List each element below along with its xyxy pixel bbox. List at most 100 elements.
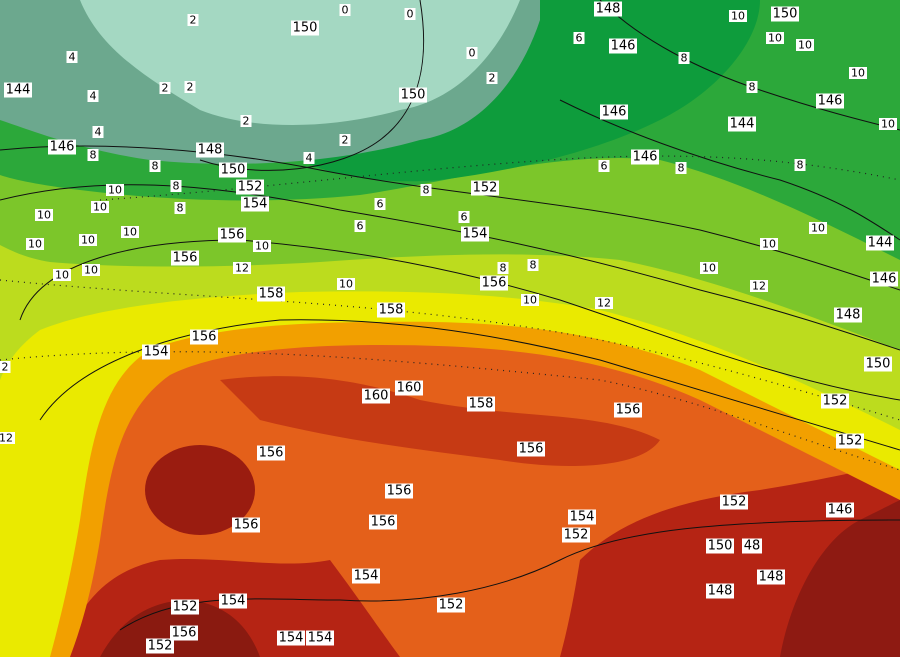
temperature-label-text: 8: [500, 262, 507, 275]
label-box: [149, 160, 161, 172]
contour-label: 156: [480, 275, 508, 291]
contour-label: 156: [517, 441, 545, 457]
label-box: [600, 104, 628, 120]
contour-label-text: 152: [439, 598, 464, 613]
label-box: [218, 227, 246, 243]
label-box: [595, 297, 613, 309]
temperature-label-text: 4: [69, 51, 76, 64]
contour-label: 154: [568, 509, 596, 525]
label-box: [4, 82, 32, 98]
label-box: [678, 52, 690, 64]
label-box: [240, 115, 252, 127]
temperature-label: 10: [26, 238, 44, 251]
temperature-label: 2: [339, 134, 351, 147]
contour-label-text: 154: [570, 510, 595, 525]
contour-label-text: 156: [616, 403, 641, 418]
temperature-label: 4: [303, 152, 315, 165]
contour-label: 154: [352, 568, 380, 584]
label-box: [480, 275, 508, 291]
contour-label: 150: [771, 6, 799, 22]
contour-label-text: 152: [238, 180, 263, 195]
temperature-label-text: 10: [255, 240, 269, 253]
contour-label: 152: [146, 638, 174, 654]
contour-label-text: 146: [828, 503, 853, 518]
contour-label: 156: [190, 329, 218, 345]
fill-band: [780, 500, 900, 657]
contour-label: 150: [291, 20, 319, 36]
temperature-label: 8: [174, 202, 186, 215]
temperature-label-text: 10: [28, 238, 42, 251]
contour-label-text: 156: [220, 228, 245, 243]
fill-band: [145, 445, 255, 535]
contour-label-text: 156: [172, 626, 197, 641]
temperature-label-text: 10: [81, 234, 95, 247]
label-box: [187, 14, 199, 26]
temperature-label: 2: [240, 115, 252, 128]
label-box: [48, 139, 76, 155]
contour-label: 148: [834, 307, 862, 323]
label-box: [729, 10, 747, 22]
contour-label: 152: [821, 393, 849, 409]
temperature-label-text: 10: [37, 209, 51, 222]
label-box: [385, 483, 413, 499]
contour-label: 146: [631, 149, 659, 165]
label-box: [879, 118, 897, 130]
label-box: [757, 569, 785, 585]
contour-label-text: 146: [50, 140, 75, 155]
label-box: [521, 294, 539, 306]
temperature-label-text: 6: [357, 220, 364, 233]
contour-label-text: 154: [243, 197, 268, 212]
contour-label: 156: [170, 625, 198, 641]
label-box: [306, 630, 334, 646]
temperature-label: 10: [53, 269, 71, 282]
contour-label: 154: [461, 226, 489, 242]
contour-label-text: 160: [397, 381, 422, 396]
temperature-label-text: 2: [187, 81, 194, 94]
temperature-label-text: 6: [377, 198, 384, 211]
label-box: [760, 238, 778, 250]
contour-label-text: 144: [6, 83, 31, 98]
label-box: [159, 82, 171, 94]
contour-label-text: 156: [519, 442, 544, 457]
label-box: [796, 39, 814, 51]
temperature-label: 10: [879, 118, 897, 131]
contour-label-text: 148: [596, 2, 621, 17]
temperature-label-text: 10: [93, 201, 107, 214]
temperature-label-text: 10: [731, 10, 745, 23]
label-box: [836, 433, 864, 449]
label-box: [92, 126, 104, 138]
temperature-label: 4: [92, 126, 104, 139]
label-box: [257, 286, 285, 302]
contour-label: 160: [395, 380, 423, 396]
temperature-label: 2: [184, 81, 196, 94]
contour-label-text: 158: [379, 303, 404, 318]
label-box: [700, 262, 718, 274]
temperature-label: 6: [354, 220, 366, 233]
contour-label: 148: [757, 569, 785, 585]
temperature-label-text: 8: [177, 202, 184, 215]
contour-label-text: 154: [279, 631, 304, 646]
temperature-label-text: 10: [123, 226, 137, 239]
label-box: [742, 538, 762, 554]
label-box: [374, 198, 386, 210]
label-box: [766, 32, 784, 44]
temperature-label: 10: [700, 262, 718, 275]
contour-label: 152: [562, 527, 590, 543]
label-box: [834, 307, 862, 323]
contour-label: 160: [362, 388, 390, 404]
contour-label-text: 150: [221, 163, 246, 178]
label-box: [849, 67, 867, 79]
label-box: [232, 517, 260, 533]
contour-label-text: 152: [823, 394, 848, 409]
temperature-label: 8: [675, 162, 687, 175]
temperature-label: 10: [91, 201, 109, 214]
label-box: [404, 8, 416, 20]
temperature-label-text: 12: [752, 280, 766, 293]
label-box: [352, 568, 380, 584]
label-box: [750, 280, 768, 292]
temperature-label: 0: [404, 8, 416, 21]
label-box: [170, 180, 182, 192]
temperature-label: 0: [339, 4, 351, 17]
label-box: [196, 142, 224, 158]
